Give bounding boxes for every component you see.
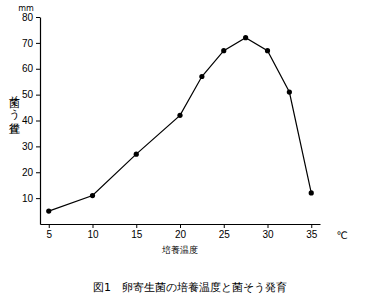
y-tick-mark bbox=[36, 121, 40, 122]
y-tick: 20 bbox=[22, 167, 40, 178]
y-tick: 30 bbox=[22, 141, 40, 152]
y-tick: 10 bbox=[22, 193, 40, 204]
y-tick: 40 bbox=[22, 115, 40, 126]
point bbox=[221, 48, 226, 53]
point bbox=[199, 74, 204, 79]
axis-line bbox=[40, 18, 41, 225]
x-tick: 35 bbox=[306, 224, 318, 240]
x-tick-mark bbox=[224, 224, 225, 228]
y-tick-label: 50 bbox=[22, 89, 34, 100]
y-tick-mark bbox=[36, 43, 40, 44]
marks bbox=[46, 35, 314, 214]
point bbox=[265, 48, 270, 53]
line bbox=[49, 38, 312, 211]
x-tick-label: 35 bbox=[306, 229, 318, 240]
point bbox=[287, 89, 292, 94]
y-tick-mark bbox=[36, 95, 40, 96]
point bbox=[90, 193, 95, 198]
y-unit: mm bbox=[18, 4, 34, 13]
x-tick: 15 bbox=[131, 224, 143, 240]
y-tick: 70 bbox=[22, 38, 40, 49]
x-tick-mark bbox=[311, 224, 312, 228]
y-tick-label: 30 bbox=[22, 141, 34, 152]
x-tick-mark bbox=[268, 224, 269, 228]
x-tick-label: 10 bbox=[87, 229, 99, 240]
y-tick-mark bbox=[36, 172, 40, 173]
y-tick: 60 bbox=[22, 63, 40, 74]
y-axis: 10 20 30 40 50 60 70 80 bbox=[22, 12, 41, 225]
y-tick-mark bbox=[36, 146, 40, 147]
x-tick-mark bbox=[49, 224, 50, 228]
x-tick-label: 20 bbox=[175, 229, 187, 240]
x-tick-label: 15 bbox=[131, 229, 143, 240]
x-tick-mark bbox=[93, 224, 94, 228]
x-tick: 20 bbox=[175, 224, 187, 240]
x-axis: 5 10 15 20 25 30 35 bbox=[41, 224, 321, 240]
x-tick: 10 bbox=[87, 224, 99, 240]
x-tick: 30 bbox=[262, 224, 274, 240]
y-tick-label: 60 bbox=[22, 63, 34, 74]
x-tick: 5 bbox=[46, 224, 52, 240]
title: 図1 卵寄生菌の培養温度と菌そう発育 bbox=[93, 281, 287, 294]
y-tick-mark bbox=[36, 69, 40, 70]
x-tick-label: 30 bbox=[262, 229, 274, 240]
y-tick-label: 10 bbox=[22, 193, 34, 204]
x-tick-mark bbox=[136, 224, 137, 228]
point bbox=[134, 152, 139, 157]
x-tick-mark bbox=[180, 224, 181, 228]
x-unit: ℃ bbox=[336, 230, 347, 241]
point bbox=[46, 208, 51, 213]
y-tick: 50 bbox=[22, 89, 40, 100]
y-tick-label: 20 bbox=[22, 167, 34, 178]
y-tick-label: 70 bbox=[22, 38, 34, 49]
y-label: 菌そう直径 bbox=[8, 88, 21, 134]
point bbox=[309, 190, 314, 195]
point bbox=[177, 113, 182, 118]
x-label: 培養温度 bbox=[161, 245, 198, 255]
x-tick-label: 25 bbox=[219, 229, 231, 240]
point bbox=[243, 35, 248, 40]
y-tick-label: 40 bbox=[22, 115, 34, 126]
y-tick-mark bbox=[36, 198, 40, 199]
y-tick-label: 80 bbox=[22, 12, 34, 23]
plot: 5 10 15 20 25 30 35 10 20 30 40 50 60 70 80 bbox=[22, 12, 321, 240]
chart: 5 10 15 20 25 30 35 10 20 30 40 50 60 70 80mm 菌そう直径 ℃ 培養温… bbox=[0, 0, 382, 300]
y-tick-mark bbox=[36, 17, 40, 18]
x-tick-label: 5 bbox=[46, 229, 52, 240]
y-tick: 80 bbox=[22, 12, 40, 23]
x-tick: 25 bbox=[219, 224, 231, 240]
